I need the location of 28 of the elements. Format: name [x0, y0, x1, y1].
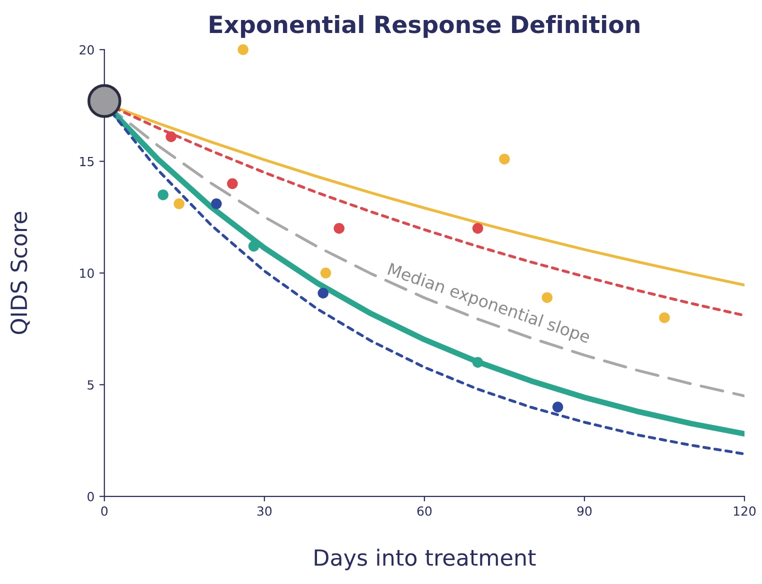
point: [238, 44, 248, 56]
point: [659, 312, 670, 324]
point: [472, 222, 484, 234]
point: [174, 198, 184, 210]
x-tick-label: 60: [417, 506, 432, 516]
point: [318, 288, 328, 299]
y-tick-label: 0: [88, 492, 94, 502]
x-tick-label: 0: [101, 506, 108, 516]
point: [499, 154, 510, 164]
chart-title: Exponential Response Definition: [210, 15, 640, 38]
point: [227, 178, 238, 190]
point: [158, 189, 168, 200]
x-tick-label: 90: [577, 506, 592, 516]
point: [166, 131, 176, 142]
y-tick-label: 10: [80, 268, 94, 278]
point: [552, 402, 564, 412]
point: [472, 356, 484, 368]
y-tick-label: 5: [88, 380, 94, 390]
x-tick-label: 120: [734, 506, 756, 516]
point: [211, 198, 222, 210]
y-tick-label: 15: [80, 156, 94, 166]
y-tick-label: 20: [80, 45, 94, 55]
x-tick-label: 30: [257, 506, 272, 516]
y-axis-title: QIDS Score: [10, 212, 30, 334]
x-axis-title: Days into treatment: [314, 548, 536, 570]
point: [248, 240, 260, 252]
point: [334, 222, 344, 234]
point: [320, 268, 332, 278]
